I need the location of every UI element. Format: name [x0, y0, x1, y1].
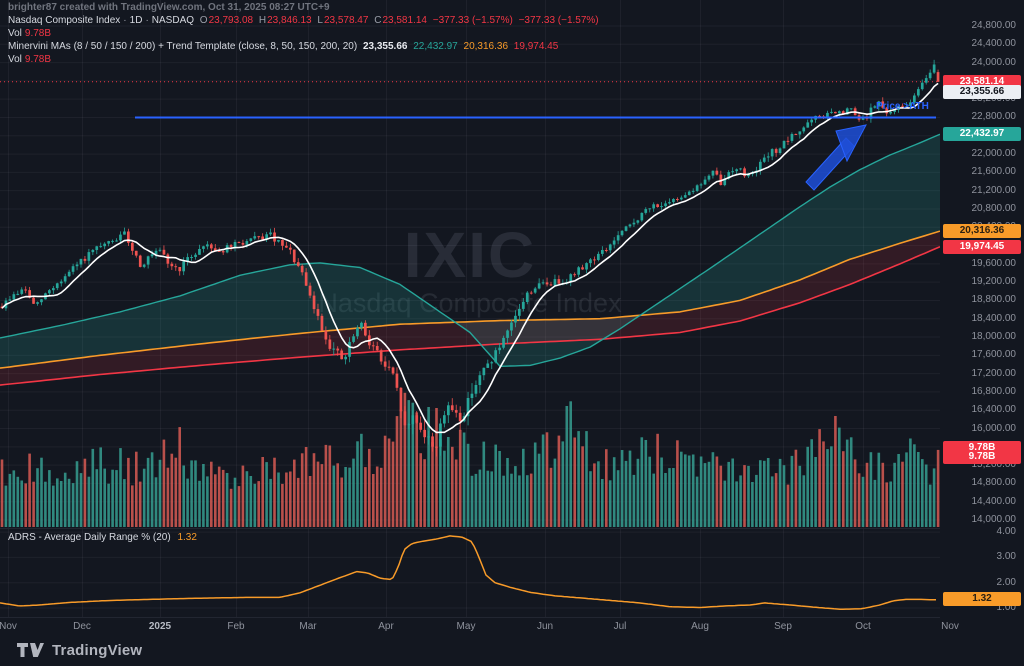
time-axis-label-aug: Aug [691, 621, 709, 632]
tradingview-logo-icon[interactable] [17, 642, 44, 659]
legend-panel: brighter87 created with TradingView.com,… [8, 2, 602, 67]
minervini-title[interactable]: Minervini MAs (8 / 50 / 150 / 200) + Tre… [8, 41, 358, 52]
price-axis-label: 19,200.00 [971, 276, 1017, 288]
adrs-axis-label: 1.00 [996, 602, 1016, 613]
adrs-axis-label: 3.00 [996, 551, 1016, 563]
legend-volume-row[interactable]: Vol 9.78B [8, 28, 602, 40]
volume-label-2: Vol [8, 54, 22, 65]
close-value: 23,581.14 [382, 15, 427, 26]
tradingview-wordmark[interactable]: TradingView [52, 642, 143, 659]
high-value: 23,846.13 [267, 15, 312, 26]
high-label: H [258, 15, 267, 26]
price-axis-label: 14,400.00 [971, 495, 1017, 507]
time-axis-label-sep: Sep [774, 621, 792, 632]
volume-label: Vol [8, 28, 22, 39]
price-axis-label: 17,600.00 [971, 349, 1017, 361]
open-label: O [199, 15, 208, 26]
price-axis-label: 21,600.00 [971, 166, 1017, 178]
price-axis-label: 18,000.00 [971, 331, 1017, 343]
time-axis-label-nov: Nov [941, 621, 959, 632]
price-axis-label: 17,200.00 [971, 367, 1017, 379]
adrs-axis-label: 4.00 [996, 526, 1016, 538]
legend-volume-row-2[interactable]: Vol 9.78B [8, 54, 602, 66]
change-value-2: −377.33 (−1.57%) [518, 15, 599, 26]
price-axis-label: 22,800.00 [971, 111, 1017, 123]
price-axis-label: 21,200.00 [971, 184, 1017, 196]
time-axis-label-may: May [456, 621, 476, 632]
price-axis-label: 22,000.00 [971, 148, 1017, 160]
bottom-toolbar: TradingView [0, 635, 1024, 666]
price-axis-label: 14,000.00 [971, 514, 1017, 525]
price-axis-label: 16,400.00 [971, 404, 1017, 416]
ma50-value: 22,432.97 [413, 41, 458, 52]
legend-symbol-row[interactable]: Nasdaq Composite Index · 1D · NASDAQ O23,793… [8, 15, 599, 26]
price-axis-label: 18,800.00 [971, 294, 1017, 306]
time-axis-label-feb: Feb [227, 621, 245, 632]
price-badge: 1.32 [943, 592, 1021, 607]
low-label: L [317, 15, 323, 26]
ma8-value: 23,355.66 [362, 41, 408, 52]
symbol-title[interactable]: Nasdaq Composite Index [8, 15, 121, 26]
volume-value-2: 9.78B [24, 54, 52, 65]
close-label: C [374, 15, 382, 26]
time-axis-label-2025: 2025 [148, 621, 172, 632]
price-axis-label: 24,800.00 [971, 20, 1017, 31]
open-value: 23,793.08 [208, 15, 254, 26]
price-badge: 19,974.45 [943, 239, 1021, 254]
time-axis-label-nov: Nov [0, 621, 17, 632]
price-axis-label: 15,200.00 [971, 459, 1017, 471]
credit-line: brighter87 created with TradingView.com,… [8, 2, 330, 13]
adrs-legend-row[interactable]: ADRS - Average Daily Range % (20) 1.32 [8, 532, 197, 543]
time-axis-label-apr: Apr [378, 621, 394, 632]
time-axis-label-jun: Jun [536, 621, 554, 632]
time-axis-label-dec: Dec [73, 621, 91, 632]
price-badge: 20,316.36 [943, 224, 1021, 239]
price-axis-label: 20,800.00 [971, 202, 1017, 214]
volume-value: 9.78B [24, 28, 52, 39]
price-axis-label: 24,000.00 [971, 56, 1017, 68]
ma150-value: 20,316.36 [463, 41, 509, 52]
adrs-title[interactable]: ADRS - Average Daily Range % (20) [8, 532, 171, 543]
price-axis-label: 14,800.00 [971, 477, 1017, 489]
time-axis-label-jul: Jul [613, 621, 627, 632]
low-value: 23,578.47 [323, 15, 369, 26]
ath-annotation-label[interactable]: Price >ATH [876, 101, 929, 112]
time-axis[interactable]: Nov Dec 2025 Feb Mar Apr May Jun Jul Aug Sep Oct Nov [0, 618, 1024, 635]
ma200-value: 19,974.45 [513, 41, 559, 52]
legend-minervini-row[interactable]: Minervini MAs (8 / 50 / 150 / 200) + Tre… [8, 41, 602, 53]
price-badge: 9.78B [943, 450, 1021, 464]
price-axis-label: 16,000.00 [971, 422, 1017, 434]
exchange: NASDAQ [151, 15, 195, 26]
price-axis-label: 16,800.00 [971, 385, 1017, 397]
timeframe[interactable]: 1D [129, 15, 143, 26]
price-axis-label: 19,600.00 [971, 257, 1017, 269]
price-axis-label: 18,400.00 [971, 312, 1017, 324]
adrs-axis-label: 2.00 [996, 576, 1016, 588]
time-axis-label-mar: Mar [299, 621, 317, 632]
adrs-value: 1.32 [177, 532, 197, 543]
time-axis-label-oct: Oct [855, 621, 871, 632]
change-value: −377.33 (−1.57%) [432, 15, 513, 26]
price-badge: 23,355.66 [943, 85, 1021, 100]
price-axis-label: 24,400.00 [971, 38, 1017, 50]
price-axis[interactable]: 24,800.0024,400.0024,000.0023,600.0023,2… [940, 0, 1024, 635]
price-badge: 22,432.97 [943, 127, 1021, 142]
